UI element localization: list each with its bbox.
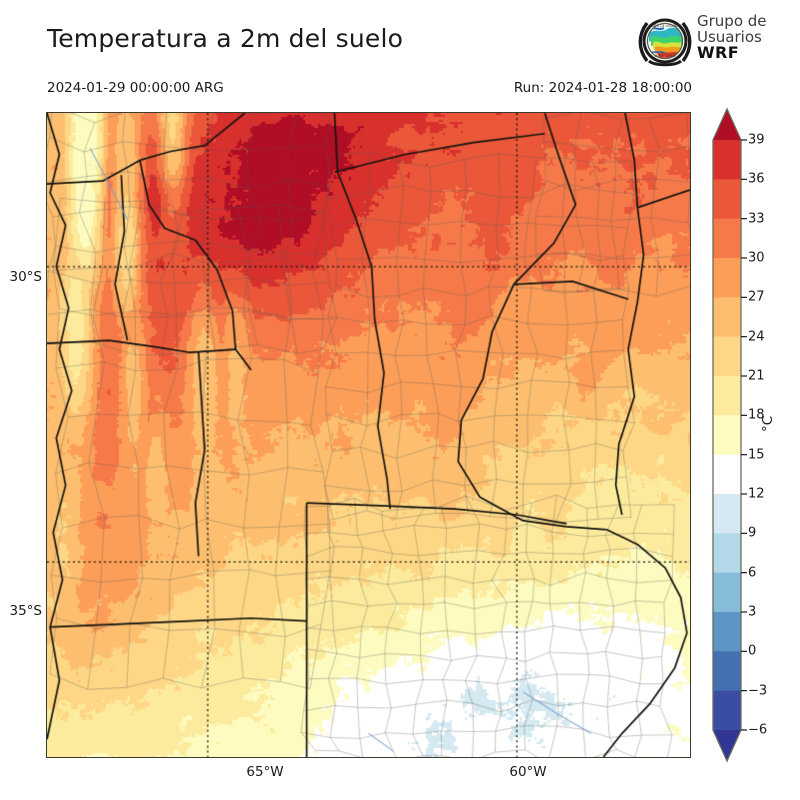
- logo-line-3: WRF: [697, 43, 740, 63]
- colorbar-tick-3: 30: [748, 250, 765, 266]
- colorbar-tick-15: −6: [748, 722, 768, 738]
- colorbar-tick-4: 27: [748, 289, 765, 305]
- colorbar-tick-8: 15: [748, 447, 765, 463]
- colorbar-tick-1: 36: [748, 171, 765, 187]
- temperature-field-canvas: [47, 113, 690, 757]
- colorbar-gradient: [712, 107, 747, 763]
- colorbar-tick-9: 12: [748, 486, 765, 502]
- run-time-label: Run: 2024-01-28 18:00:00: [513, 80, 692, 96]
- colorbar-tick-13: 0: [748, 643, 757, 659]
- colorbar-unit-label: °C: [760, 415, 776, 432]
- logo-wordmark: Grupo de Usuarios WRF: [697, 12, 767, 63]
- colorbar-tick-7: 18: [748, 407, 765, 423]
- logo-line-1: Grupo de: [697, 12, 767, 30]
- lon-label-60w: 60°W: [509, 764, 547, 780]
- colorbar-tick-6: 21: [748, 368, 765, 384]
- wrf-user-group-logo: GRUPO DE USUARIOS W R F · A R G Grupo de…: [637, 12, 797, 72]
- colorbar[interactable]: 39 36 33 30 27 24 21 18 15 12 9 6 3 0 −3 −6: [712, 107, 767, 766]
- logo-line-2: Usuarios: [697, 27, 762, 46]
- valid-time-label: 2024-01-29 00:00:00 ARG: [47, 80, 224, 96]
- lat-label-35s: 35°S: [9, 603, 43, 619]
- colorbar-tick-2: 33: [748, 211, 765, 227]
- page-title: Temperatura a 2m del suelo: [47, 24, 404, 53]
- colorbar-tick-10: 9: [748, 525, 757, 541]
- colorbar-tick-11: 6: [748, 565, 757, 581]
- svg-text:W R F · A R G: W R F · A R G: [655, 54, 676, 58]
- colorbar-tick-5: 24: [748, 329, 765, 345]
- lat-label-30s: 30°S: [9, 269, 43, 285]
- colorbar-tick-14: −3: [748, 683, 768, 699]
- colorbar-tick-12: 3: [748, 604, 757, 620]
- lon-label-65w: 65°W: [246, 764, 284, 780]
- svg-text:GRUPO DE USUARIOS: GRUPO DE USUARIOS: [648, 24, 682, 28]
- wrf-globe-emblem: GRUPO DE USUARIOS W R F · A R G: [638, 18, 692, 67]
- colorbar-tick-0: 39: [748, 132, 765, 148]
- temperature-map[interactable]: [46, 112, 691, 758]
